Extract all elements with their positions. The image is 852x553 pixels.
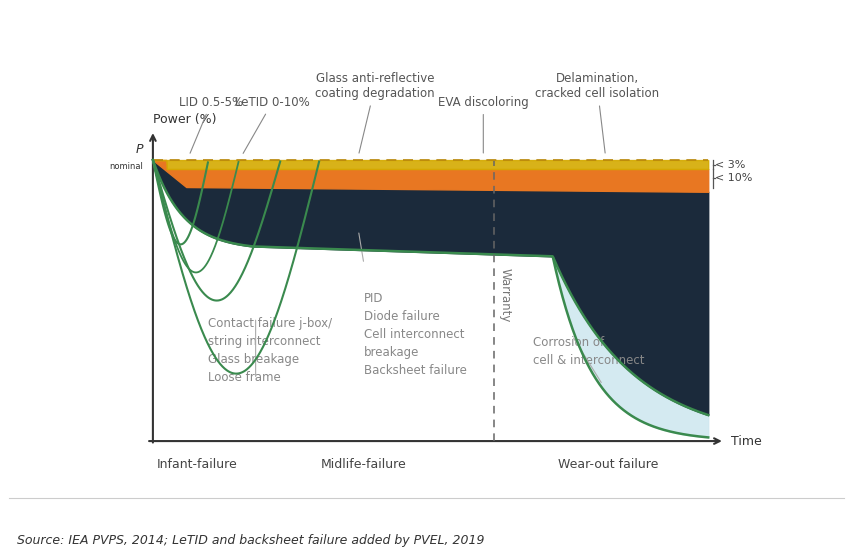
Text: Power (%): Power (%) (153, 113, 216, 126)
Text: PID
Diode failure
Cell interconnect
breakage
Backsheet failure: PID Diode failure Cell interconnect brea… (364, 292, 466, 377)
Text: Corrosion of
cell & interconnect: Corrosion of cell & interconnect (532, 336, 644, 367)
Text: Delamination,
cracked cell isolation: Delamination, cracked cell isolation (534, 72, 659, 153)
Text: Source: IEA PVPS, 2014; LeTID and backsheet failure added by PVEL, 2019: Source: IEA PVPS, 2014; LeTID and backsh… (17, 534, 484, 547)
Text: < 3%: < 3% (714, 159, 745, 170)
Text: Contact failure j-box/
string interconnect
Glass breakage
Loose frame: Contact failure j-box/ string interconne… (208, 317, 332, 384)
Text: Glass anti-reflective
coating degradation: Glass anti-reflective coating degradatio… (315, 72, 435, 153)
Text: Midlife-failure: Midlife-failure (320, 458, 406, 471)
Text: Wear-out failure: Wear-out failure (557, 458, 658, 471)
Text: Time: Time (730, 435, 761, 447)
Text: nominal: nominal (109, 162, 143, 171)
Text: P: P (135, 143, 143, 156)
Text: LID 0.5-5%: LID 0.5-5% (179, 96, 243, 153)
Text: Infant-failure: Infant-failure (157, 458, 238, 471)
Text: < 10%: < 10% (714, 173, 751, 183)
Text: LeTID 0-10%: LeTID 0-10% (234, 96, 309, 153)
Text: Warranty: Warranty (498, 268, 511, 322)
Text: EVA discoloring: EVA discoloring (437, 96, 528, 153)
